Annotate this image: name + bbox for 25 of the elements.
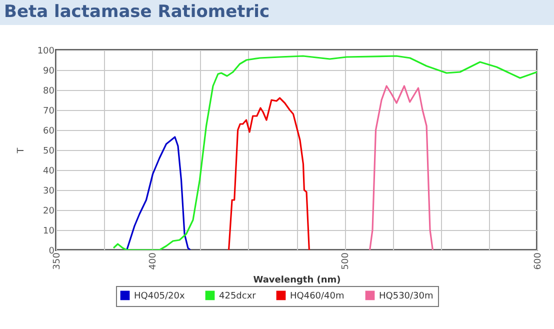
x-axis-title: Wavelength (nm) xyxy=(253,276,341,286)
y-tick-label: 10 xyxy=(43,226,55,236)
x-tick-label: 350 xyxy=(52,252,62,270)
x-tick-label: 400 xyxy=(148,252,159,270)
line-series xyxy=(369,85,434,250)
y-axis-title: T xyxy=(16,147,26,154)
y-tick-label: 100 xyxy=(37,46,55,56)
legend-label: HQ405/20x xyxy=(134,291,186,302)
legend-label: 425dcxr xyxy=(219,291,256,302)
y-tick-label: 30 xyxy=(43,186,55,196)
y-tick-label: 20 xyxy=(43,206,55,216)
line-series xyxy=(228,97,310,250)
y-tick-label: 40 xyxy=(43,166,55,176)
x-tick-label: 500 xyxy=(341,252,352,270)
y-tick-label: 90 xyxy=(43,66,55,76)
y-tick-label: 70 xyxy=(43,106,55,116)
line-series xyxy=(112,55,537,250)
x-tick-label: 600 xyxy=(534,252,544,270)
line-series xyxy=(126,136,192,250)
y-tick-label: 60 xyxy=(43,126,55,136)
y-tick-label: 80 xyxy=(43,86,55,96)
legend-label: HQ460/40m xyxy=(290,291,344,302)
y-tick-label: 50 xyxy=(43,146,55,156)
legend-label: HQ530/30m xyxy=(379,291,434,302)
chart-title: Beta lactamase Ratiometric xyxy=(0,0,554,25)
